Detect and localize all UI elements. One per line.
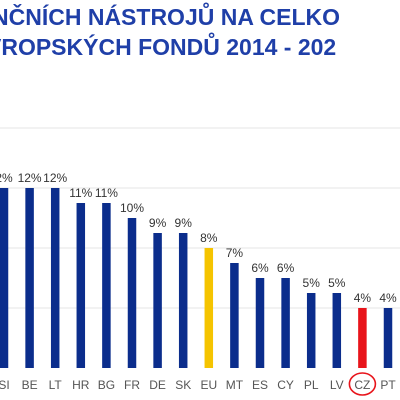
bar-value-label: 6% [251,261,269,275]
chart-title-line-2: VROPSKÝCH FONDŮ 2014 - 202 [0,34,337,60]
category-label-de: DE [149,378,166,392]
category-label-lt: LT [49,378,63,392]
bar-value-label: 4% [379,291,397,305]
bar-value-label: 4% [354,291,372,305]
bar-be [25,188,34,368]
bar-value-label: 6% [277,261,295,275]
bar-lv [332,293,342,368]
bar-value-label: 5% [328,276,346,290]
bar-value-label: 12% [18,171,42,185]
category-label-cz: CZ [354,378,370,392]
category-label-mt: MT [226,378,244,392]
highlight-circle [348,372,377,396]
bar-es [255,278,265,368]
category-label-cy: CY [277,378,294,392]
bar-value-label: 12% [43,171,67,185]
bar-lt [50,188,60,368]
bar-value-label: 11% [69,186,92,200]
chart-title: NČNÍCH NÁSTROJŮ NA CELKO VROPSKÝCH FONDŮ… [0,0,400,66]
bar-value-label: 2% [0,171,13,185]
category-label-hr: HR [72,378,90,392]
category-label-es: ES [252,378,268,392]
category-label-lv: LV [330,378,344,392]
bar-bg [102,203,111,368]
category-label-pt: PT [380,378,396,392]
bar-value-label: 7% [226,246,244,260]
bar-value-label: 9% [149,216,167,230]
bar-value-label: 8% [200,231,218,245]
bar-hr [76,203,86,368]
bar-fr [127,218,137,368]
bar-de [153,233,162,368]
category-label-fr: FR [124,378,140,392]
chart-title-line-1: NČNÍCH NÁSTROJŮ NA CELKO [0,4,340,30]
category-label-eu: EU [200,378,217,392]
bar-mt [230,263,239,368]
bar-si [0,188,9,368]
category-label-si: SI [0,378,10,392]
category-label-pl: PL [304,378,319,392]
category-label-be: BE [22,378,38,392]
bar-value-label: 11% [95,186,118,200]
bar-sk [178,233,188,368]
bar-value-label: 5% [303,276,321,290]
bar-value-label: 10% [120,201,144,215]
category-label-bg: BG [98,378,115,392]
bar-value-label: 9% [175,216,193,230]
bar-pl [306,293,316,368]
category-label-sk: SK [175,378,191,392]
bar-pt [383,308,393,368]
bar-cy [281,278,290,368]
bar-cz [358,308,367,368]
bar-eu [204,248,214,368]
